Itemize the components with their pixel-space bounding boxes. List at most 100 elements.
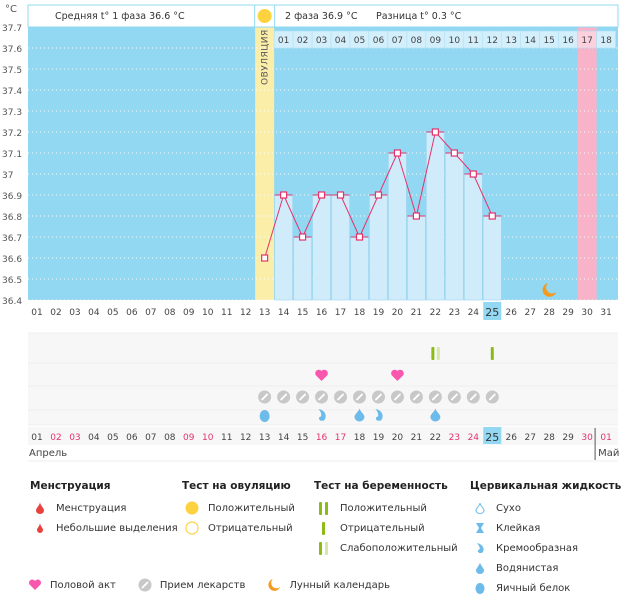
cycle-day-label: 18 — [600, 36, 612, 46]
calendar-date: 12 — [240, 433, 251, 443]
watery-drop-icon — [430, 408, 441, 422]
x-tick-label: 28 — [543, 308, 555, 318]
pregnancy-test-faint-icon — [431, 347, 435, 360]
y-tick-label: 37.4 — [2, 87, 22, 97]
legend-title: Менструация — [30, 480, 111, 492]
temperature-point — [450, 149, 458, 157]
x-tick-label: 19 — [373, 308, 385, 318]
y-tick-label: 37.5 — [2, 66, 22, 76]
cycle-day-label: 16 — [562, 36, 574, 46]
x-tick-label: 12 — [240, 308, 251, 318]
y-tick-label: 37.6 — [2, 45, 22, 55]
legend-label: Половой акт — [50, 579, 116, 591]
x-tick-label: 20 — [392, 308, 404, 318]
cycle-day-label: 06 — [373, 36, 385, 46]
ovulation-label: ОВУЛЯЦИЯ — [261, 29, 271, 85]
x-tick-label: 17 — [335, 308, 346, 318]
phase2-average: 2 фаза 36.9 °C — [285, 11, 358, 22]
x-tick-label: 18 — [354, 308, 366, 318]
legend-label: Кремообразная — [496, 542, 579, 554]
cycle-day-label: 15 — [543, 36, 554, 46]
pill-stripe — [318, 393, 325, 401]
cycle-day-label: 04 — [335, 36, 347, 46]
small-drop-icon — [30, 523, 50, 533]
cycle-day-cell — [596, 30, 616, 49]
x-tick-label: 14 — [278, 308, 290, 318]
cycle-day-label: 17 — [581, 36, 592, 46]
x-tick-label: 08 — [164, 308, 176, 318]
x-tick-label: 01 — [31, 308, 42, 318]
y-tick-label: 36.5 — [2, 276, 22, 286]
pill-stripe — [488, 393, 496, 401]
calendar-date-today: 25 — [485, 431, 499, 444]
calendar-date: 29 — [562, 433, 574, 443]
legend-pregnancy-test: Тест на беременность Положительный Отриц… — [314, 480, 458, 558]
calendar-date: 23 — [449, 433, 460, 443]
x-tick-label: 09 — [183, 308, 195, 318]
pill-stripe — [299, 393, 306, 401]
temperature-bar — [445, 152, 464, 301]
calendar-date: 20 — [392, 433, 404, 443]
phase1-average: Средняя t° 1 фаза 36.6 °C — [55, 11, 185, 22]
pill-stripe — [280, 393, 288, 401]
x-tick-label: 16 — [316, 308, 328, 318]
legend-label: Небольшие выделения — [56, 522, 178, 534]
moon-icon — [542, 283, 557, 297]
x-tick-label: 03 — [69, 308, 80, 318]
cycle-day-label: 09 — [430, 36, 442, 46]
x-tick-label: 04 — [88, 308, 100, 318]
ovulation-sun-icon — [257, 9, 272, 23]
temperature-bar — [407, 215, 426, 301]
calendar-date: 21 — [411, 433, 422, 443]
cycle-day-label: 01 — [278, 36, 289, 46]
creamy-icon — [375, 409, 383, 421]
legend-label: Отрицательный — [208, 522, 293, 534]
x-tick-label: 11 — [221, 308, 232, 318]
legend-label: Сухо — [496, 502, 521, 514]
x-tick-label: 10 — [202, 308, 214, 318]
single-bar-icon — [314, 521, 334, 535]
cycle-day-label: 05 — [354, 36, 365, 46]
legend-label: Клейкая — [496, 522, 541, 534]
temperature-bar — [350, 236, 369, 301]
cycle-day-label: 03 — [316, 36, 327, 46]
calendar-date: 06 — [126, 433, 138, 443]
calendar-date: 09 — [183, 433, 195, 443]
cycle-day-label: 10 — [449, 36, 461, 46]
temperature-point — [298, 233, 307, 241]
pill-stripe — [356, 393, 363, 401]
calendar-date: 28 — [543, 433, 555, 443]
temperature-point — [336, 191, 345, 199]
temperature-bar — [293, 236, 312, 301]
calendar-date: 27 — [524, 433, 535, 443]
temperature-bar — [369, 194, 388, 301]
summary-header — [27, 4, 619, 28]
legend-other: Половой акт Прием лекарств Лунный календ… — [28, 578, 412, 592]
month-label-end: Май — [598, 448, 619, 459]
calendar-date: 15 — [297, 433, 308, 443]
calendar-date: 19 — [373, 433, 385, 443]
x-tick-label: 02 — [50, 308, 61, 318]
pill-stripe — [394, 393, 401, 401]
temperature-difference: Разница t° 0.3 °C — [376, 11, 462, 22]
x-tick-label: 24 — [468, 308, 480, 318]
y-tick-label: 36.8 — [2, 213, 22, 223]
today-highlight — [483, 302, 502, 320]
y-tick-label: 37 — [2, 171, 13, 181]
calendar-date: 02 — [50, 433, 61, 443]
calendar-date: 04 — [88, 433, 100, 443]
heart-icon — [315, 369, 328, 381]
temperature-point — [355, 233, 364, 241]
temperature-point — [488, 212, 496, 220]
creamy-icon — [470, 542, 490, 554]
calendar-date: 16 — [316, 433, 328, 443]
legend-label: Яичный белок — [496, 582, 571, 594]
x-tick-label: 26 — [506, 308, 518, 318]
y-tick-label: 36.9 — [2, 192, 22, 202]
temperature-point — [317, 191, 326, 199]
pregnancy-test-faint-icon — [436, 347, 440, 360]
sticky-icon — [470, 522, 490, 534]
double-bar-icon — [314, 501, 334, 515]
y-axis-unit: °C — [5, 4, 17, 15]
